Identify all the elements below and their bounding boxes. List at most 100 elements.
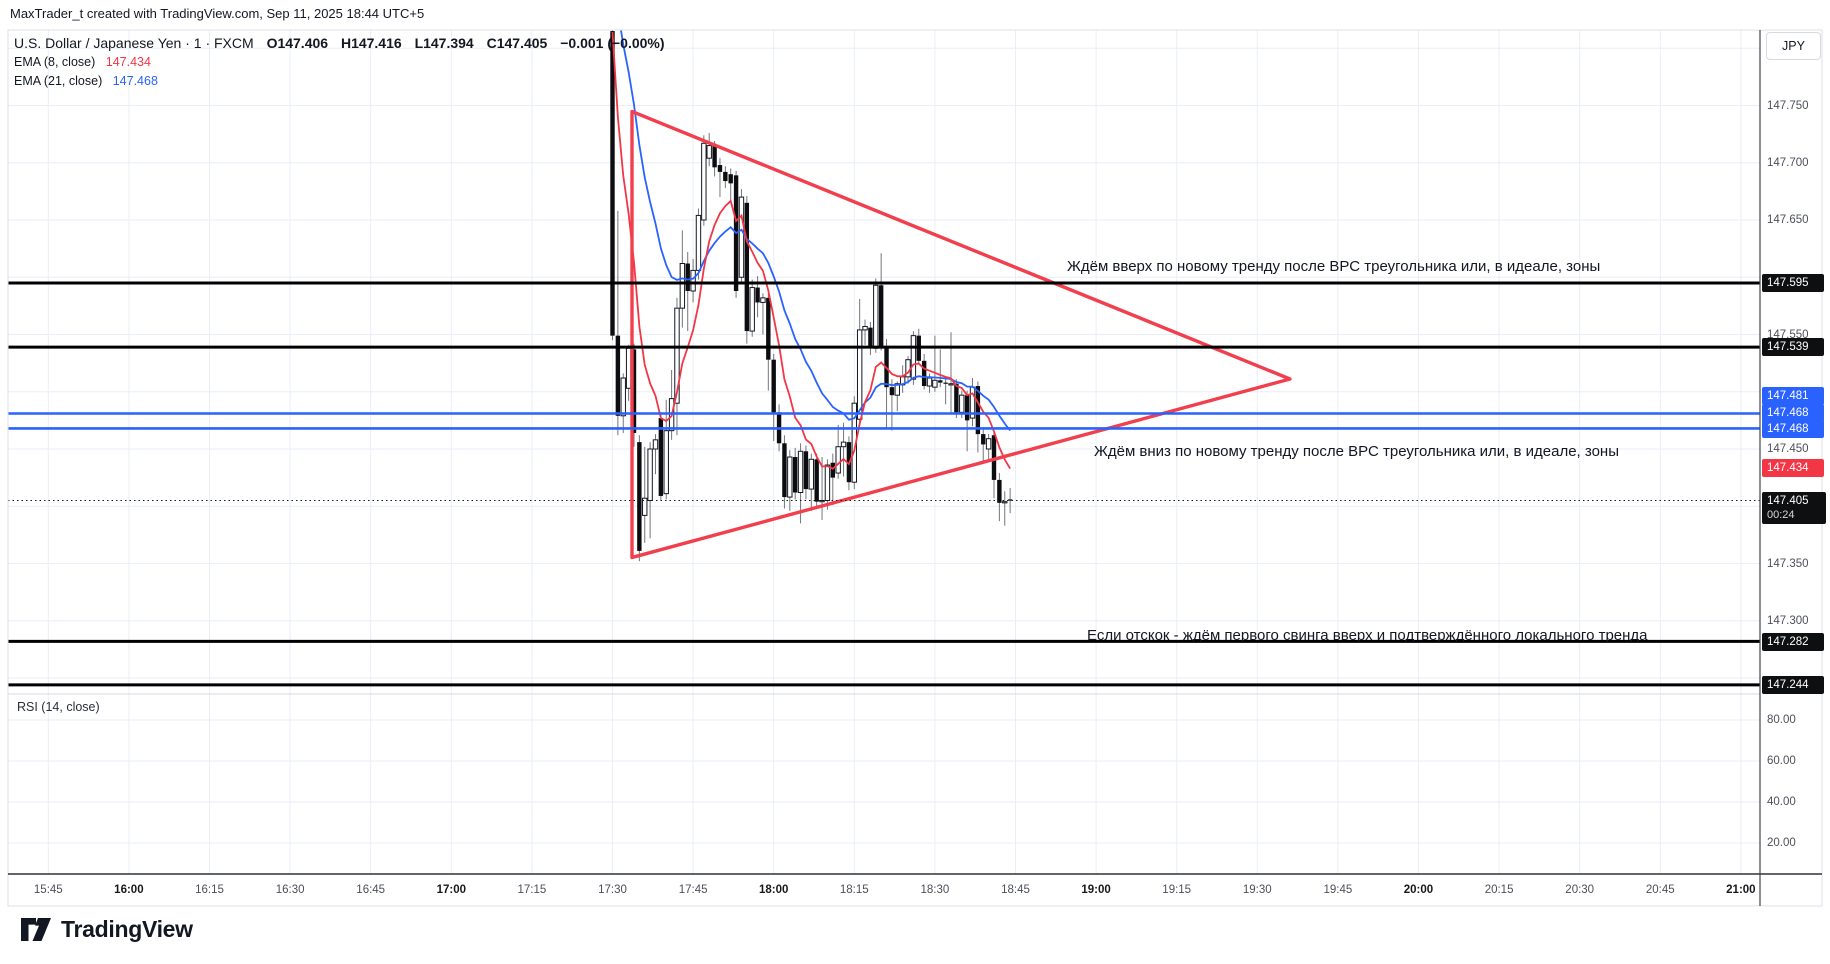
candle (873, 278, 879, 353)
ohlc-open: O147.406 (266, 35, 329, 51)
ema8-plot[interactable] (611, 31, 1011, 470)
price-scale-label: 147.750 (1767, 99, 1809, 112)
candle (744, 195, 750, 344)
time-axis-label: 16:00 (114, 884, 144, 896)
price-badge-147.539[interactable]: 147.539 (1762, 338, 1824, 356)
time-axis-label: 15:45 (33, 884, 63, 896)
price-badge-147.468[interactable]: 147.468 (1762, 403, 1824, 422)
price-badge-147.481[interactable]: 147.481 (1762, 386, 1824, 405)
price-scale-label: 147.300 (1767, 614, 1809, 627)
price-scale-label: 40.00 (1767, 796, 1796, 808)
candles-layer[interactable] (610, 30, 1013, 562)
candle (738, 189, 745, 282)
rsi-indicator-label[interactable]: RSI (14, close) (17, 700, 100, 714)
candle (878, 253, 884, 351)
candle (894, 381, 900, 412)
candle (766, 293, 771, 391)
price-scale-label: 60.00 (1767, 755, 1796, 767)
chart-legend: U.S. Dollar / Japanese Yen · 1 · FXCM O1… (14, 35, 665, 90)
candle (932, 335, 938, 392)
candle (808, 453, 815, 511)
candle (615, 210, 621, 436)
time-axis-label: 20:15 (1484, 884, 1514, 896)
candle (899, 365, 906, 393)
annotation-up-trend[interactable]: Ждём вверх по новому тренду после ВРС тр… (1067, 258, 1601, 275)
time-axis-label: 17:00 (436, 884, 466, 896)
ema8-value: 147.434 (105, 55, 151, 69)
price-scale-label: 147.450 (1767, 443, 1809, 455)
time-axis-label: 20:30 (1565, 884, 1595, 896)
pane-borders (7, 29, 1823, 907)
candle (771, 353, 776, 441)
ema8-row[interactable]: EMA (8, close) 147.434 (14, 54, 665, 71)
candle (938, 349, 943, 388)
ohlc-close: C147.405 (486, 35, 548, 51)
annotation-down-trend[interactable]: Ждём вниз по новому тренду после ВРС тре… (1094, 443, 1619, 460)
candle (658, 412, 664, 501)
ema8-label: EMA (8, close) (14, 55, 96, 69)
current-price-badge[interactable]: 147.405 00:24 (1762, 492, 1826, 524)
candle (787, 450, 793, 511)
price-scale-label: 147.700 (1767, 156, 1809, 169)
candle (819, 457, 825, 520)
annotation-bounce[interactable]: Если отскок - ждём первого свинга вверх … (1087, 627, 1648, 644)
symbol-title[interactable]: U.S. Dollar / Japanese Yen · 1 · FXCM (14, 35, 254, 51)
bar-countdown: 00:24 (1767, 509, 1795, 521)
price-badge-147.595[interactable]: 147.595 (1762, 274, 1824, 292)
candle (728, 168, 733, 201)
candle (706, 132, 712, 167)
ohlc-high: H147.416 (340, 35, 402, 51)
time-axis-label: 16:45 (356, 884, 386, 896)
time-axis-label: 16:30 (275, 884, 305, 896)
tradingview-logo-icon (21, 917, 51, 941)
candle (910, 331, 917, 385)
triangle-pattern-drawing[interactable] (630, 109, 1292, 560)
candle (652, 434, 659, 475)
time-axis-label: 18:45 (1001, 884, 1030, 896)
price-badge-147.434[interactable]: 147.434 (1762, 458, 1824, 477)
candle (862, 319, 868, 345)
price-badge-147.282[interactable]: 147.282 (1762, 632, 1824, 651)
candle (985, 434, 992, 462)
candle (921, 353, 927, 390)
ema21-plot[interactable] (613, 0, 1011, 432)
candle (889, 379, 895, 431)
current-price-value: 147.405 (1767, 495, 1809, 507)
price-badge-147.468[interactable]: 147.468 (1762, 420, 1824, 438)
price-badge-147.244[interactable]: 147.244 (1762, 676, 1824, 694)
ema21-row[interactable]: EMA (21, close) 147.468 (14, 73, 665, 90)
time-axis-label: 19:15 (1162, 884, 1192, 896)
candle (814, 453, 819, 507)
ema21-value: 147.468 (112, 74, 158, 88)
time-axis-label: 18:30 (920, 884, 950, 896)
candle (868, 321, 873, 356)
candle (997, 473, 1002, 522)
candle (1002, 491, 1008, 526)
currency-axis-button[interactable]: JPY (1766, 32, 1821, 60)
candle (690, 258, 696, 303)
ohlc-change: −0.001 (−0.00%) (560, 35, 665, 51)
candle (663, 399, 669, 500)
tradingview-logo[interactable]: TradingView (20, 916, 193, 943)
ohlc-low: L147.394 (414, 35, 474, 51)
tradingview-logo-text: TradingView (61, 916, 193, 942)
price-scale-label: 147.350 (1767, 557, 1809, 570)
candle (695, 208, 702, 280)
price-scale-label: 147.550 (1767, 328, 1809, 341)
candle (685, 252, 690, 332)
candle (840, 422, 847, 477)
candle (625, 344, 632, 401)
time-axis-label: 21:00 (1726, 884, 1756, 896)
candle (969, 378, 976, 427)
time-axis-label: 19:00 (1081, 884, 1111, 896)
ema21-label: EMA (21, close) (14, 74, 103, 88)
time-axis-label: 20:00 (1403, 884, 1434, 896)
candle (943, 376, 948, 405)
price-scale-label: 147.650 (1767, 214, 1809, 226)
candle (723, 166, 728, 188)
time-axis-label: 19:45 (1323, 884, 1353, 896)
symbol-row[interactable]: U.S. Dollar / Japanese Yen · 1 · FXCM O1… (14, 35, 665, 52)
candle (948, 332, 954, 414)
